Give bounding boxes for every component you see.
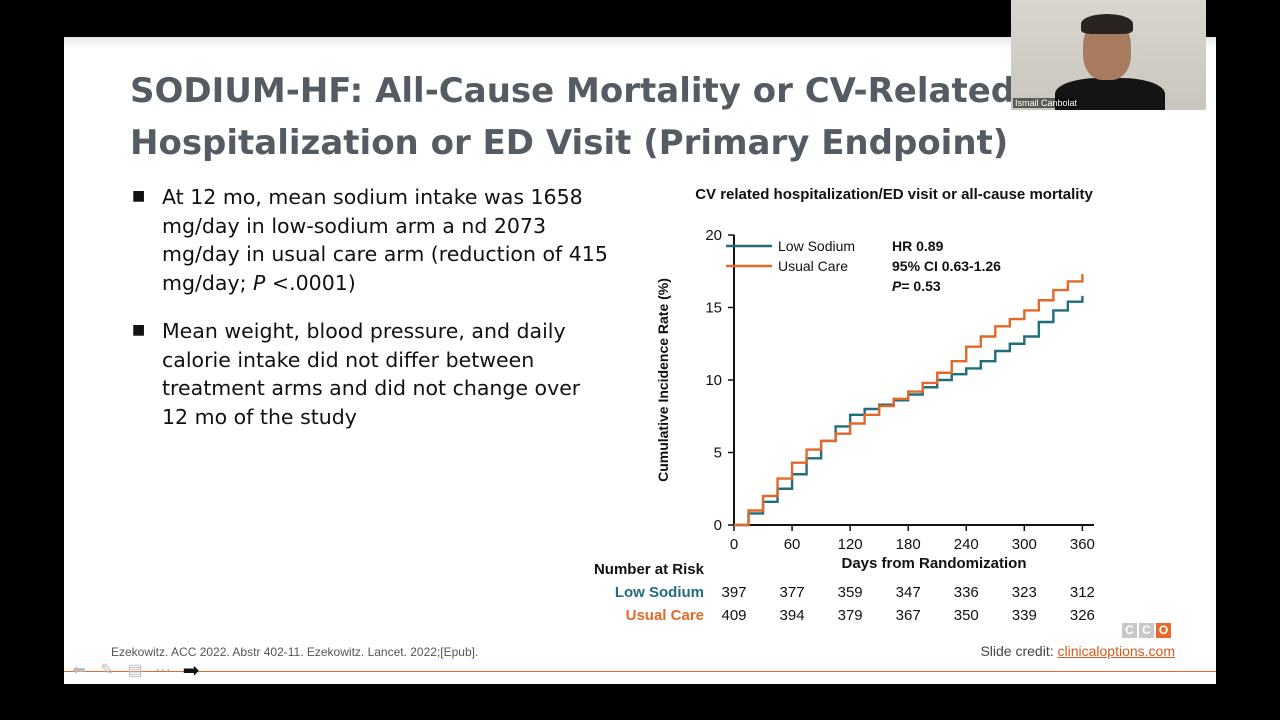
risk-row-label: Usual Care <box>626 607 704 624</box>
chart-title: CV related hospitalization/ED visit or a… <box>695 186 1093 203</box>
x-tick-label: 60 <box>784 536 801 553</box>
risk-cell: 377 <box>780 584 805 601</box>
x-tick-label: 180 <box>896 536 921 553</box>
series-line-usual-care <box>734 274 1084 527</box>
slides-icon[interactable]: ▤ <box>127 662 143 679</box>
hr-annotation: HR 0.89 <box>892 238 944 254</box>
legend-label: Usual Care <box>778 258 848 274</box>
bullet-text: At 12 mo, mean sodium intake was 1658 mg… <box>162 185 608 295</box>
risk-cell: 379 <box>838 607 863 624</box>
legend-label: Low Sodium <box>778 238 855 254</box>
title-line-1: SODIUM-HF: All-Cause Mortality or CV-Rel… <box>130 71 1016 111</box>
p-value: = 0.53 <box>901 278 941 294</box>
presenter-name: Ismail Canbolat <box>1013 98 1080 108</box>
risk-cell: 312 <box>1070 584 1095 601</box>
bullet-text-suffix: <.0001) <box>265 270 356 295</box>
p-annotation: P= 0.53 <box>892 278 941 294</box>
x-tick-label: 300 <box>1012 536 1037 553</box>
p-symbol: P <box>892 278 902 294</box>
ci-annotation: 95% CI 0.63-1.26 <box>892 258 1001 274</box>
risk-cell: 367 <box>896 607 921 624</box>
logo-letter: O <box>1156 623 1171 638</box>
bullet-list: ■ At 12 mo, mean sodium intake was 1658 … <box>130 183 610 451</box>
presenter-hair <box>1081 14 1133 34</box>
risk-cell: 323 <box>1012 584 1037 601</box>
logo-letter: C <box>1122 623 1137 638</box>
x-tick-label: 0 <box>730 536 738 553</box>
x-tick-label: 120 <box>838 536 863 553</box>
credit-label: Slide credit: <box>980 643 1058 659</box>
risk-cell: 350 <box>954 607 979 624</box>
webcam-thumbnail[interactable]: Ismail Canbolat <box>1011 0 1206 110</box>
risk-table: Number at Risk Low Sodium 397 377 359 347 336 3… <box>594 561 1095 624</box>
risk-cell: 409 <box>721 607 746 624</box>
risk-cell: 326 <box>1070 607 1095 624</box>
back-arrow-icon[interactable]: ⬅ <box>72 662 86 679</box>
logo-letter: C <box>1139 623 1154 638</box>
risk-cell: 397 <box>721 584 746 601</box>
bullet-square-icon: ■ <box>132 188 146 204</box>
bullet-text: Mean weight, blood pressure, and daily c… <box>162 319 581 429</box>
bullet-square-icon: ■ <box>132 322 146 338</box>
chart-axes: 0 5 10 15 20 0 60 120 180 240 300 360 Days from Rand… <box>655 227 1095 572</box>
risk-cell: 336 <box>954 584 979 601</box>
y-tick-label: 10 <box>705 372 722 389</box>
slide: SODIUM-HF: All-Cause Mortality or CV-Rel… <box>64 37 1216 684</box>
slide-top-gradient <box>64 37 1216 49</box>
risk-table-header: Number at Risk <box>594 561 705 578</box>
x-tick-label: 360 <box>1070 536 1095 553</box>
risk-cell: 347 <box>896 584 921 601</box>
y-tick-label: 15 <box>705 300 722 317</box>
credit-link[interactable]: clinicaloptions.com <box>1057 643 1176 659</box>
slide-title: SODIUM-HF: All-Cause Mortality or CV-Rel… <box>130 65 1030 169</box>
risk-cell: 359 <box>838 584 863 601</box>
cco-logo: C C O <box>1122 623 1171 638</box>
risk-cell: 394 <box>780 607 805 624</box>
bullet-item: ■ Mean weight, blood pressure, and daily… <box>130 317 610 431</box>
risk-row-label: Low Sodium <box>615 584 704 601</box>
more-icon[interactable]: ⋯ <box>155 662 171 679</box>
bullet-item: ■ At 12 mo, mean sodium intake was 1658 … <box>130 183 610 297</box>
y-tick-label: 5 <box>714 445 722 462</box>
chart-lines <box>734 274 1084 527</box>
pen-icon[interactable]: ✎ <box>100 662 114 679</box>
y-axis-label: Cumulative Incidence Rate (%) <box>655 278 671 482</box>
series-line-low-sodium <box>734 295 1084 527</box>
risk-cell: 339 <box>1012 607 1037 624</box>
bottom-divider <box>64 671 1216 672</box>
slide-credit: Slide credit: clinicaloptions.com <box>980 643 1175 659</box>
incidence-chart: 0 5 10 15 20 0 60 120 180 240 300 360 Days from Rand… <box>594 227 1095 624</box>
y-tick-label: 0 <box>714 517 722 534</box>
next-arrow-icon[interactable]: ➡ <box>182 659 200 682</box>
y-tick-label: 20 <box>705 227 722 244</box>
chart-annotations: HR 0.89 95% CI 0.63-1.26 P= 0.53 <box>892 238 1001 294</box>
slide-nav-toolbar: ⬅ ✎ ▤ ⋯ ➡ <box>68 659 202 682</box>
x-tick-label: 240 <box>954 536 979 553</box>
bullet-p-symbol: P <box>253 270 266 295</box>
chart-legend: Low Sodium Usual Care <box>726 238 855 274</box>
x-axis-label: Days from Randomization <box>841 555 1026 572</box>
title-line-2: Hospitalization or ED Visit (Primary End… <box>130 123 1009 163</box>
reference-text: Ezekowitz. ACC 2022. Abstr 402-11. Ezeko… <box>111 645 479 659</box>
